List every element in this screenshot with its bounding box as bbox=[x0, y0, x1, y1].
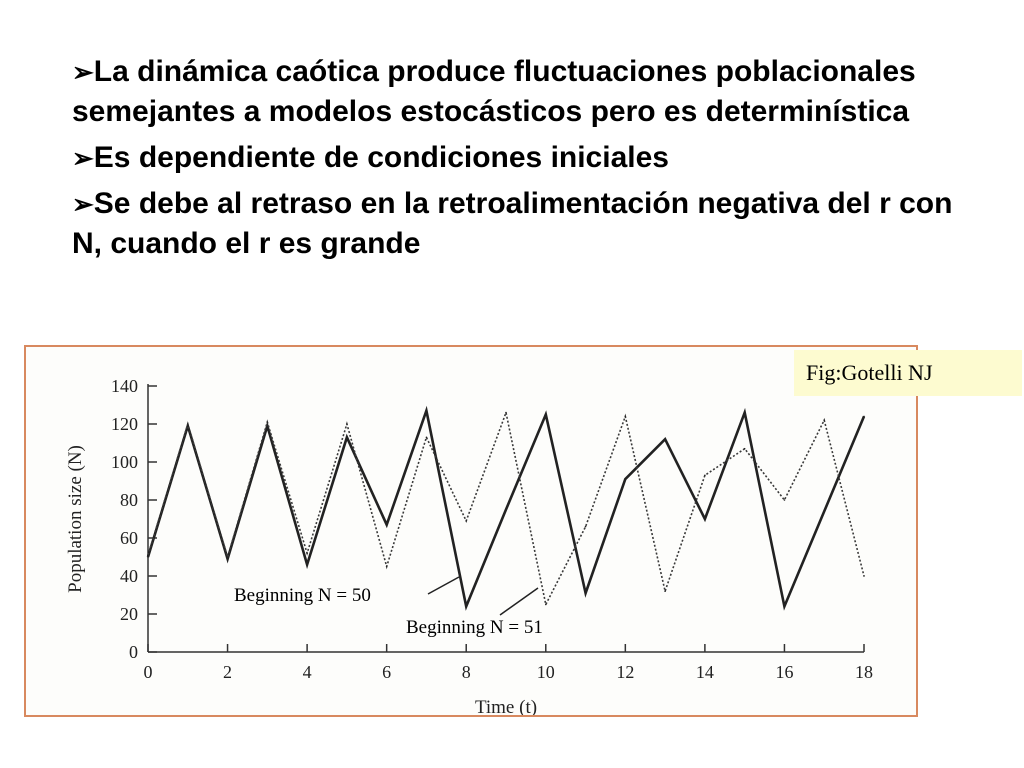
data-point-series-2 bbox=[544, 603, 547, 606]
figure-frame: 0 20 40 60 80 100 120 140 0 2 4 6 8 10 12 14 16 18 Time (t… bbox=[24, 345, 918, 718]
y-tick-label: 60 bbox=[120, 528, 138, 548]
bullet-initial-conditions: ➢Es dependiente de condiciones iniciales bbox=[72, 138, 972, 178]
data-point-series-2 bbox=[346, 423, 348, 425]
y-tick-label: 0 bbox=[129, 642, 138, 662]
y-tick-label: 120 bbox=[111, 414, 138, 434]
arrow-bullet-icon: ➢ bbox=[72, 189, 94, 219]
bullet-text: Es dependiente de condiciones iniciales bbox=[93, 141, 669, 174]
figure-credit: Fig:Gotelli NJ bbox=[794, 350, 1022, 396]
x-tick-label: 4 bbox=[303, 662, 312, 682]
data-point-series-2 bbox=[425, 436, 428, 439]
series-line-1 bbox=[146, 405, 866, 611]
bullet-chaotic-dynamics: ➢La dinámica caótica produce fluctuacion… bbox=[72, 52, 972, 132]
x-tick-label: 18 bbox=[855, 662, 873, 682]
data-point-series-2 bbox=[266, 421, 269, 423]
arrow-bullet-icon: ➢ bbox=[72, 57, 94, 87]
x-axis-label: Time (t) bbox=[475, 697, 537, 715]
chart-annotations: Beginning N = 50 Beginning N = 51 bbox=[234, 576, 543, 638]
data-point-series-1 bbox=[863, 415, 865, 418]
annotation-beginning-51: Beginning N = 51 bbox=[406, 617, 543, 638]
data-point-series-1 bbox=[186, 425, 189, 427]
x-tick-label: 10 bbox=[537, 662, 555, 682]
y-tick-label: 100 bbox=[111, 452, 138, 472]
annotation-leader-50 bbox=[427, 576, 460, 595]
data-point-series-1 bbox=[664, 438, 666, 440]
data-point-series-1 bbox=[306, 563, 308, 566]
y-tick-label: 40 bbox=[120, 566, 138, 586]
data-point-series-2 bbox=[624, 415, 627, 418]
data-point-series-1 bbox=[743, 411, 746, 414]
data-point-series-1 bbox=[584, 592, 587, 594]
chart-axes: 0 20 40 60 80 100 120 140 0 2 4 6 8 10 12 14 16 18 Time (t… bbox=[65, 376, 873, 718]
data-point-series-1 bbox=[544, 413, 547, 416]
data-point-series-1 bbox=[425, 409, 428, 412]
data-point-series-2 bbox=[505, 411, 507, 414]
annotation-beginning-50: Beginning N = 50 bbox=[234, 585, 371, 606]
y-axis-label: Population size (N) bbox=[65, 445, 86, 593]
data-point-series-1 bbox=[346, 436, 348, 439]
x-tick-label: 2 bbox=[223, 662, 232, 682]
data-point-series-2 bbox=[704, 474, 706, 477]
data-point-series-1 bbox=[505, 508, 507, 511]
x-tick-label: 8 bbox=[462, 662, 471, 682]
data-point-series-2 bbox=[385, 565, 388, 568]
data-point-series-1 bbox=[783, 605, 786, 608]
data-point-series-2 bbox=[863, 575, 865, 577]
data-point-series-1 bbox=[823, 510, 826, 513]
data-point-series-2 bbox=[783, 499, 786, 501]
y-tick-label: 140 bbox=[111, 376, 138, 396]
y-tick-label: 20 bbox=[120, 604, 138, 624]
bullet-feedback-delay: ➢Se debe al retraso en la retroalimentac… bbox=[72, 184, 972, 264]
data-point-series-2 bbox=[465, 520, 468, 522]
y-tick-label: 80 bbox=[120, 490, 138, 510]
x-tick-label: 12 bbox=[616, 662, 634, 682]
x-tick-label: 14 bbox=[696, 662, 714, 682]
data-point-series-2 bbox=[186, 423, 189, 425]
chart-series bbox=[146, 405, 866, 611]
data-point-series-1 bbox=[385, 523, 388, 526]
annotation-leader-51 bbox=[499, 587, 539, 616]
data-point-series-1 bbox=[465, 605, 468, 608]
arrow-bullet-icon: ➢ bbox=[72, 143, 94, 173]
data-point-series-1 bbox=[226, 558, 229, 560]
data-point-series-1 bbox=[704, 518, 706, 520]
data-point-series-1 bbox=[624, 478, 627, 480]
data-point-series-2 bbox=[226, 556, 229, 558]
bullet-text: La dinámica caótica produce fluctuacione… bbox=[72, 55, 916, 128]
data-point-series-2 bbox=[823, 419, 826, 421]
data-point-series-2 bbox=[584, 525, 587, 528]
x-tick-label: 0 bbox=[144, 662, 153, 682]
data-point-series-2 bbox=[306, 552, 308, 554]
data-point-series-2 bbox=[664, 590, 666, 592]
bullet-text: Se debe al retraso en la retroalimentaci… bbox=[72, 187, 953, 260]
bullet-list: ➢La dinámica caótica produce fluctuacion… bbox=[72, 52, 972, 264]
population-chart: 0 20 40 60 80 100 120 140 0 2 4 6 8 10 12 14 16 18 Time (t… bbox=[65, 376, 873, 718]
data-point-series-2 bbox=[743, 447, 746, 450]
x-tick-label: 6 bbox=[382, 662, 391, 682]
data-point-series-1 bbox=[147, 556, 149, 558]
x-tick-label: 16 bbox=[775, 662, 793, 682]
data-point-series-2 bbox=[147, 554, 149, 556]
